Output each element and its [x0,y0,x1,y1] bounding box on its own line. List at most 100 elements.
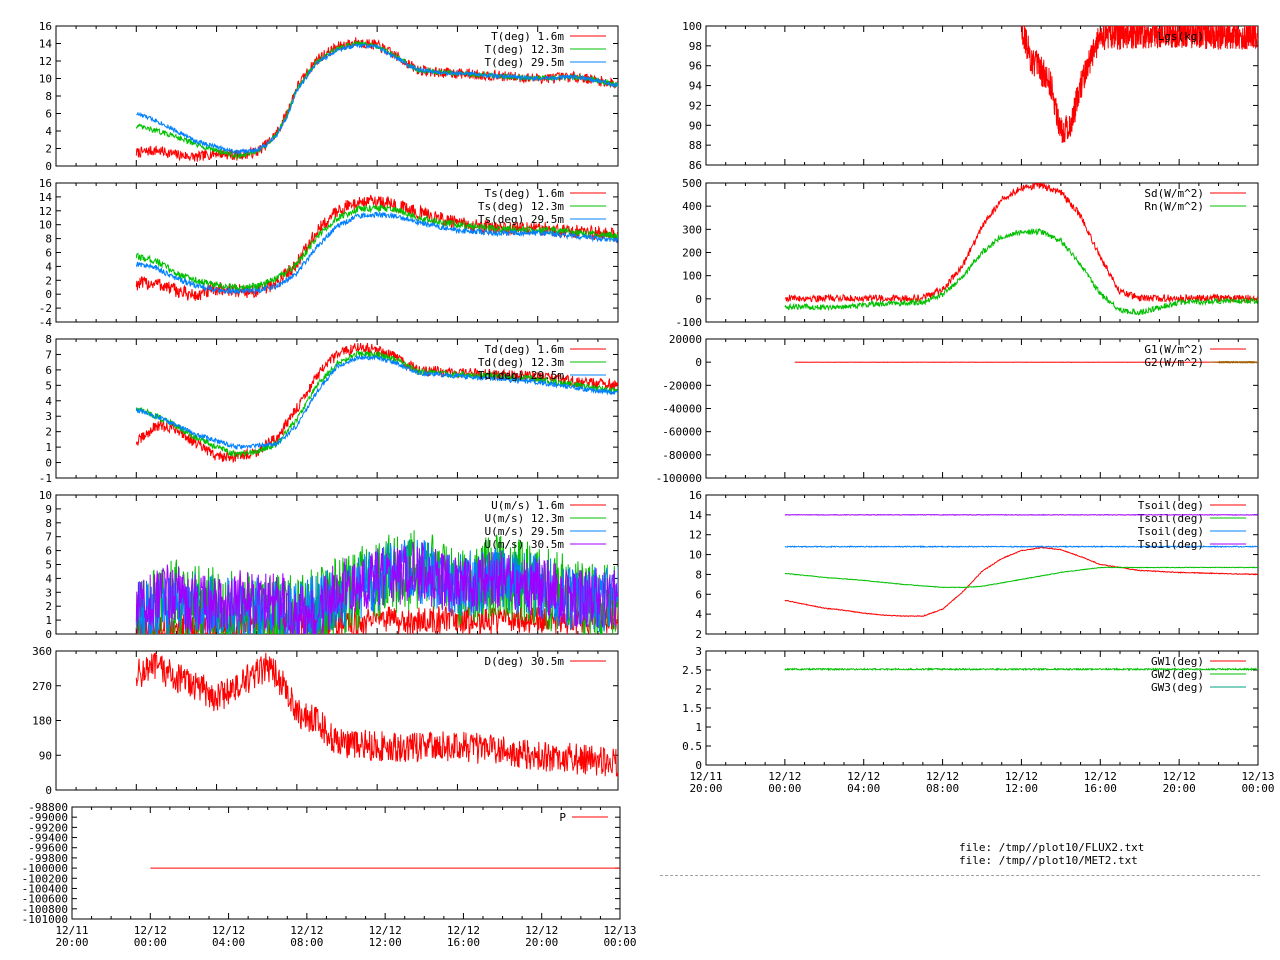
y-tick-label: 2 [45,426,52,439]
y-tick-label: -20000 [662,379,702,392]
y-tick-label: 8 [45,333,52,346]
y-tick-label: 360 [32,645,52,658]
legend-label: U(m/s) 30.5m [485,538,565,551]
y-tick-label: 1 [45,441,52,454]
x-tick-label: 16:00 [1084,782,1117,795]
y-tick-label: -100800 [22,903,68,916]
y-tick-label: 4 [45,260,52,273]
y-tick-label: -40000 [662,403,702,416]
x-tick-label: 04:00 [212,936,245,949]
y-tick-label: -100600 [22,893,68,906]
series-line [135,353,618,450]
legend-label: Ts(deg) 12.3m [478,200,564,213]
legend-label: U(m/s) 12.3m [485,512,565,525]
series-line [784,546,1258,618]
x-tick-label: 12/12 [525,924,558,937]
y-tick-label: 14 [39,191,53,204]
y-tick-label: -80000 [662,449,702,462]
legend-label: Rn(W/m^2) [1144,200,1204,213]
y-tick-label: 0 [695,293,702,306]
y-tick-label: 12 [39,55,52,68]
y-tick-label: 0 [695,356,702,369]
series-line [784,513,1258,516]
y-tick-label: 3 [695,645,702,658]
series-line [784,566,1258,589]
x-tick-label: 20:00 [55,936,88,949]
y-tick-label: 7 [45,531,52,544]
legend-label: T(deg) 29.5m [485,56,565,69]
y-tick-label: -100 [676,316,703,329]
x-tick-label: 12/12 [447,924,480,937]
y-tick-label: 0 [695,759,702,772]
x-tick-label: 00:00 [1241,782,1274,795]
x-tick-label: 12/11 [689,770,722,783]
panel-pressure: -101000-100800-100600-100400-100200-1000… [22,801,637,949]
x-tick-label: 12/11 [55,924,88,937]
x-tick-label: 04:00 [847,782,880,795]
y-tick-label: 98 [689,40,702,53]
series-line [135,211,618,296]
y-tick-label: 100 [682,270,702,283]
y-tick-label: 10 [39,73,52,86]
panel-soil_temp: 246810121416Tsoil(deg)Tsoil(deg)Tsoil(de… [689,489,1259,641]
y-tick-label: 200 [682,247,702,260]
y-tick-label: -99200 [28,821,68,834]
legend-label: Td(deg) 12.3m [478,356,564,369]
x-tick-label: 12:00 [1005,782,1038,795]
y-tick-label: 86 [689,159,702,172]
x-tick-label: 20:00 [689,782,722,795]
x-tick-label: 12/12 [1005,770,1038,783]
x-tick-label: 12/12 [1163,770,1196,783]
x-tick-label: 16:00 [447,936,480,949]
y-tick-label: 1 [695,721,702,734]
x-tick-label: 20:00 [525,936,558,949]
y-tick-label: 100 [682,20,702,33]
y-tick-label: 0 [45,784,52,797]
y-tick-label: 2 [45,274,52,287]
y-tick-label: 2.5 [682,664,702,677]
x-tick-label: 12/13 [1241,770,1274,783]
y-tick-label: -98800 [28,801,68,814]
y-tick-label: 180 [32,715,52,728]
x-tick-label: 12/12 [134,924,167,937]
legend-label: U(m/s) 29.5m [485,525,565,538]
y-tick-label: 0 [45,457,52,470]
y-tick-label: 0 [45,628,52,641]
legend-label: Tsoil(deg) [1138,499,1204,512]
y-tick-label: -99800 [28,852,68,865]
legend-label: GW2(deg) [1151,668,1204,681]
file-label-met: file: /tmp//plot10/MET2.txt [959,854,1138,867]
y-tick-label: 12 [39,205,52,218]
panel-temp: 0 2 4 6 8 10 12 14 16 T(deg) 1.6mT(deg) 12.3mT(de… [39,20,619,173]
x-tick-label: 12/12 [847,770,880,783]
series-line [136,41,618,156]
y-tick-label: 2 [45,600,52,613]
x-tick-label: 00:00 [134,936,167,949]
legend-label: GW3(deg) [1151,681,1204,694]
y-tick-label: 270 [32,680,52,693]
y-tick-label: 0.5 [682,740,702,753]
y-tick-label: 500 [682,177,702,190]
y-tick-label: 20000 [669,333,702,346]
series-line [136,606,618,634]
y-tick-label: 14 [689,509,703,522]
x-tick-label: 00:00 [768,782,801,795]
plot-frame [71,806,621,920]
x-tick-label: 12/12 [768,770,801,783]
separator-line [660,875,1260,876]
x-tick-label: 12/12 [290,924,323,937]
y-tick-label: 10 [39,219,52,232]
panel-wind_dir: 0 90 180 270 360 D(deg) 30.5m [32,645,619,797]
x-tick-label: 12/12 [926,770,959,783]
legend-label: U(m/s) 1.6m [491,499,564,512]
y-tick-label: 1 [45,614,52,627]
y-tick-label: 16 [39,177,52,190]
y-tick-label: -100200 [22,872,68,885]
legend-label: P [559,811,566,824]
y-tick-label: 2 [695,628,702,641]
series-line [784,545,1258,549]
y-tick-label: -99000 [28,811,68,824]
